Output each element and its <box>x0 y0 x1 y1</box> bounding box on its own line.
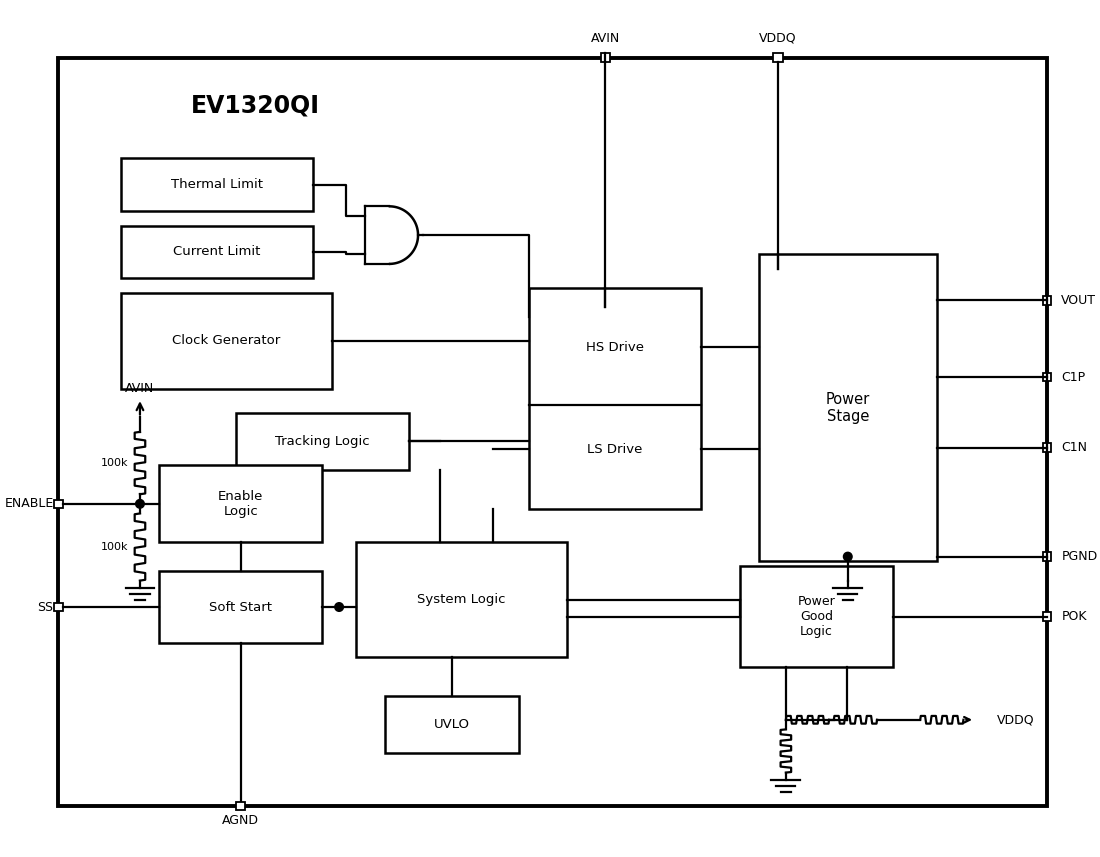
Text: UVLO: UVLO <box>433 718 470 731</box>
Text: ENABLE: ENABLE <box>4 497 54 510</box>
Text: SS: SS <box>37 601 54 614</box>
Text: POK: POK <box>1062 610 1087 623</box>
Bar <box>529 288 702 509</box>
Text: PGND: PGND <box>1062 550 1098 563</box>
Text: C1P: C1P <box>1062 371 1086 384</box>
Bar <box>740 566 893 667</box>
Bar <box>236 802 245 811</box>
Bar <box>121 293 332 389</box>
Text: Power
Stage: Power Stage <box>826 392 870 424</box>
Text: HS Drive: HS Drive <box>586 341 644 354</box>
Bar <box>1043 296 1052 305</box>
Bar <box>54 602 63 611</box>
Bar <box>773 53 783 63</box>
Text: 100k: 100k <box>101 458 129 468</box>
Circle shape <box>135 500 144 508</box>
Text: Soft Start: Soft Start <box>209 601 272 614</box>
Bar <box>1043 443 1052 452</box>
Bar <box>121 159 312 211</box>
Text: VDDQ: VDDQ <box>997 713 1035 726</box>
Text: AVIN: AVIN <box>125 382 155 395</box>
Bar <box>121 225 312 279</box>
Text: EV1320QI: EV1320QI <box>190 93 320 117</box>
Bar <box>54 500 63 508</box>
Text: Enable
Logic: Enable Logic <box>218 490 263 518</box>
Text: Clock Generator: Clock Generator <box>173 334 280 347</box>
Text: Thermal Limit: Thermal Limit <box>170 178 263 191</box>
Text: 100k: 100k <box>101 542 129 552</box>
Text: AGND: AGND <box>222 814 260 827</box>
Bar <box>356 542 566 657</box>
Text: VOUT: VOUT <box>1062 294 1097 307</box>
Text: Current Limit: Current Limit <box>173 245 261 259</box>
Text: System Logic: System Logic <box>417 593 506 606</box>
Bar <box>601 53 610 63</box>
Bar <box>759 255 936 561</box>
Text: VDDQ: VDDQ <box>759 32 797 45</box>
Bar <box>385 696 519 753</box>
Circle shape <box>334 602 343 611</box>
Bar <box>160 571 322 643</box>
Text: LS Drive: LS Drive <box>587 442 642 456</box>
Text: C1N: C1N <box>1062 441 1087 454</box>
Bar <box>1043 373 1052 381</box>
Bar <box>160 465 322 542</box>
Text: Tracking Logic: Tracking Logic <box>275 435 370 448</box>
Bar <box>1043 612 1052 621</box>
Text: AVIN: AVIN <box>591 32 620 45</box>
Text: Power
Good
Logic: Power Good Logic <box>798 595 836 638</box>
Circle shape <box>844 552 852 561</box>
Bar <box>1043 552 1052 561</box>
Bar <box>235 413 409 470</box>
